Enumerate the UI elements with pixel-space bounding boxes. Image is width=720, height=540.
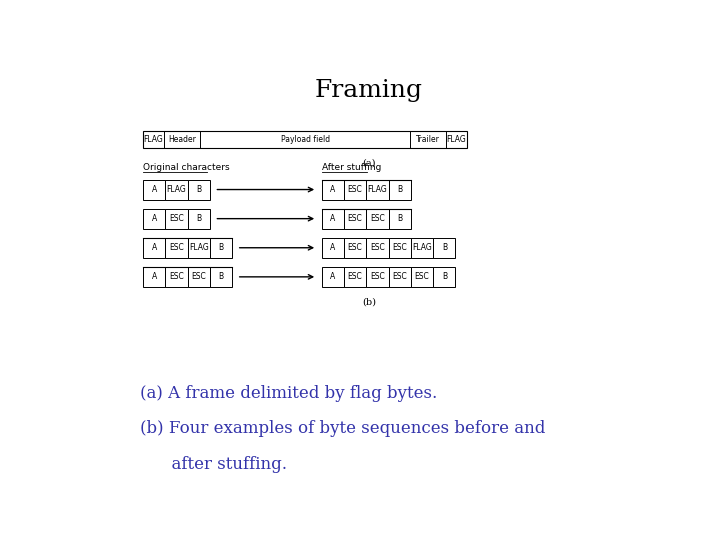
Bar [322, 238, 344, 258]
Text: ESC: ESC [348, 185, 362, 194]
Bar [322, 267, 344, 287]
Text: Payload field: Payload field [281, 135, 330, 144]
Bar [366, 238, 389, 258]
Text: A: A [330, 185, 336, 194]
Bar [344, 208, 366, 228]
Text: FLAG: FLAG [144, 135, 163, 144]
Text: FLAG: FLAG [367, 185, 387, 194]
Bar [433, 238, 456, 258]
Text: (a) A frame delimited by flag bytes.: (a) A frame delimited by flag bytes. [140, 385, 438, 402]
Bar [366, 180, 389, 199]
Bar [166, 180, 188, 199]
Bar [344, 238, 366, 258]
Text: ESC: ESC [370, 243, 384, 252]
Bar [166, 267, 188, 287]
Bar [433, 267, 456, 287]
Text: A: A [151, 272, 157, 281]
Bar [322, 208, 344, 228]
Text: A: A [330, 272, 336, 281]
Bar [322, 180, 344, 199]
Text: ESC: ESC [169, 243, 184, 252]
Bar [166, 208, 188, 228]
Text: ESC: ESC [370, 214, 384, 223]
Bar [210, 267, 233, 287]
Text: Trailer: Trailer [416, 135, 440, 144]
Text: A: A [151, 243, 157, 252]
Text: Framing: Framing [315, 79, 423, 103]
Bar [188, 238, 210, 258]
Bar [143, 267, 166, 287]
Bar [143, 180, 166, 199]
Bar [143, 131, 467, 148]
Bar [389, 180, 411, 199]
Bar [411, 238, 433, 258]
Text: A: A [330, 243, 336, 252]
Text: ESC: ESC [192, 272, 206, 281]
Text: A: A [151, 214, 157, 223]
Text: A: A [151, 185, 157, 194]
Bar [143, 238, 166, 258]
Text: B: B [442, 272, 447, 281]
Text: ESC: ESC [169, 214, 184, 223]
Text: FLAG: FLAG [412, 243, 432, 252]
Text: ESC: ESC [392, 272, 407, 281]
Bar [188, 180, 210, 199]
Text: ESC: ESC [415, 272, 429, 281]
Bar [366, 267, 389, 287]
Bar [366, 208, 389, 228]
Bar [389, 238, 411, 258]
Text: ESC: ESC [348, 243, 362, 252]
Text: ESC: ESC [169, 272, 184, 281]
Text: FLAG: FLAG [166, 185, 186, 194]
Text: B: B [397, 214, 402, 223]
Bar [188, 208, 210, 228]
Text: B: B [219, 243, 224, 252]
Bar [411, 267, 433, 287]
Text: FLAG: FLAG [189, 243, 209, 252]
Bar [389, 267, 411, 287]
Text: B: B [397, 185, 402, 194]
Text: Header: Header [168, 135, 197, 144]
Bar [166, 238, 188, 258]
Text: B: B [197, 214, 202, 223]
Text: after stuffing.: after stuffing. [140, 456, 287, 472]
Text: (b) Four examples of byte sequences before and: (b) Four examples of byte sequences befo… [140, 420, 546, 437]
Text: B: B [197, 185, 202, 194]
Text: After stuffing: After stuffing [322, 163, 381, 172]
Text: ESC: ESC [348, 214, 362, 223]
Text: FLAG: FLAG [446, 135, 467, 144]
Bar [389, 208, 411, 228]
Text: A: A [330, 214, 336, 223]
Bar [344, 267, 366, 287]
Text: ESC: ESC [348, 272, 362, 281]
Bar [143, 208, 166, 228]
Text: (b): (b) [362, 297, 376, 306]
Bar [344, 180, 366, 199]
Text: (a): (a) [362, 158, 376, 167]
Text: B: B [442, 243, 447, 252]
Text: ESC: ESC [370, 272, 384, 281]
Bar [210, 238, 233, 258]
Text: B: B [219, 272, 224, 281]
Text: Original characters: Original characters [143, 163, 230, 172]
Text: ESC: ESC [392, 243, 407, 252]
Bar [188, 267, 210, 287]
